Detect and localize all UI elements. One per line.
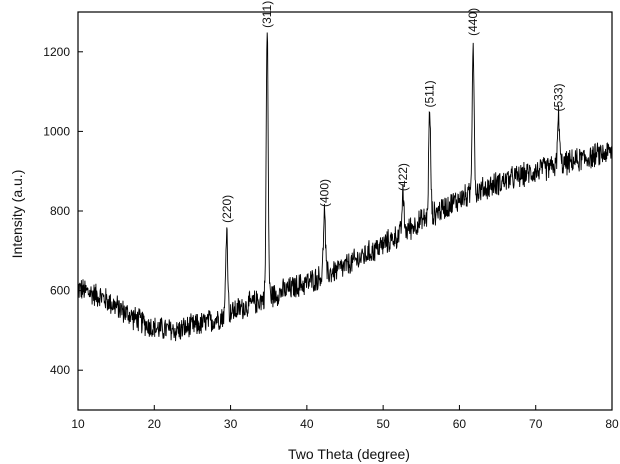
peak-labels: (220) (311) (400) (422) (511) (440) (533): [220, 1, 566, 223]
y-tick-label: 800: [50, 204, 70, 218]
peak-label: (533): [552, 83, 566, 111]
x-tick-label: 50: [376, 417, 390, 431]
y-tick-label: 1200: [43, 45, 70, 59]
y-tick-label: 400: [50, 363, 70, 377]
x-axis-title: Two Theta (degree): [288, 446, 410, 462]
peak-label: (511): [423, 80, 437, 107]
x-tick-label: 40: [300, 417, 314, 431]
axes: 10 20 30 40 50 60 70 80 400 600 800 1000 1200: [43, 11, 619, 431]
y-tick-label: 1000: [43, 124, 70, 138]
peak-label: (440): [466, 8, 480, 36]
x-tick-label: 80: [605, 417, 619, 431]
plot-frame: [77, 11, 613, 411]
peak-label: (311): [260, 1, 274, 28]
x-tick-label: 10: [71, 417, 85, 431]
peak-label: (400): [317, 179, 331, 207]
x-tick-label: 20: [148, 417, 162, 431]
peak-label: (422): [396, 163, 410, 191]
series-layer: [77, 32, 613, 342]
xrd-pattern-line: [77, 32, 613, 342]
x-tick-label: 60: [453, 417, 467, 431]
peak-label: (220): [220, 195, 234, 223]
y-axis-title: Intensity (a.u.): [9, 170, 25, 259]
y-tick-label: 600: [50, 284, 70, 298]
x-tick-label: 70: [529, 417, 543, 431]
x-tick-label: 30: [224, 417, 238, 431]
